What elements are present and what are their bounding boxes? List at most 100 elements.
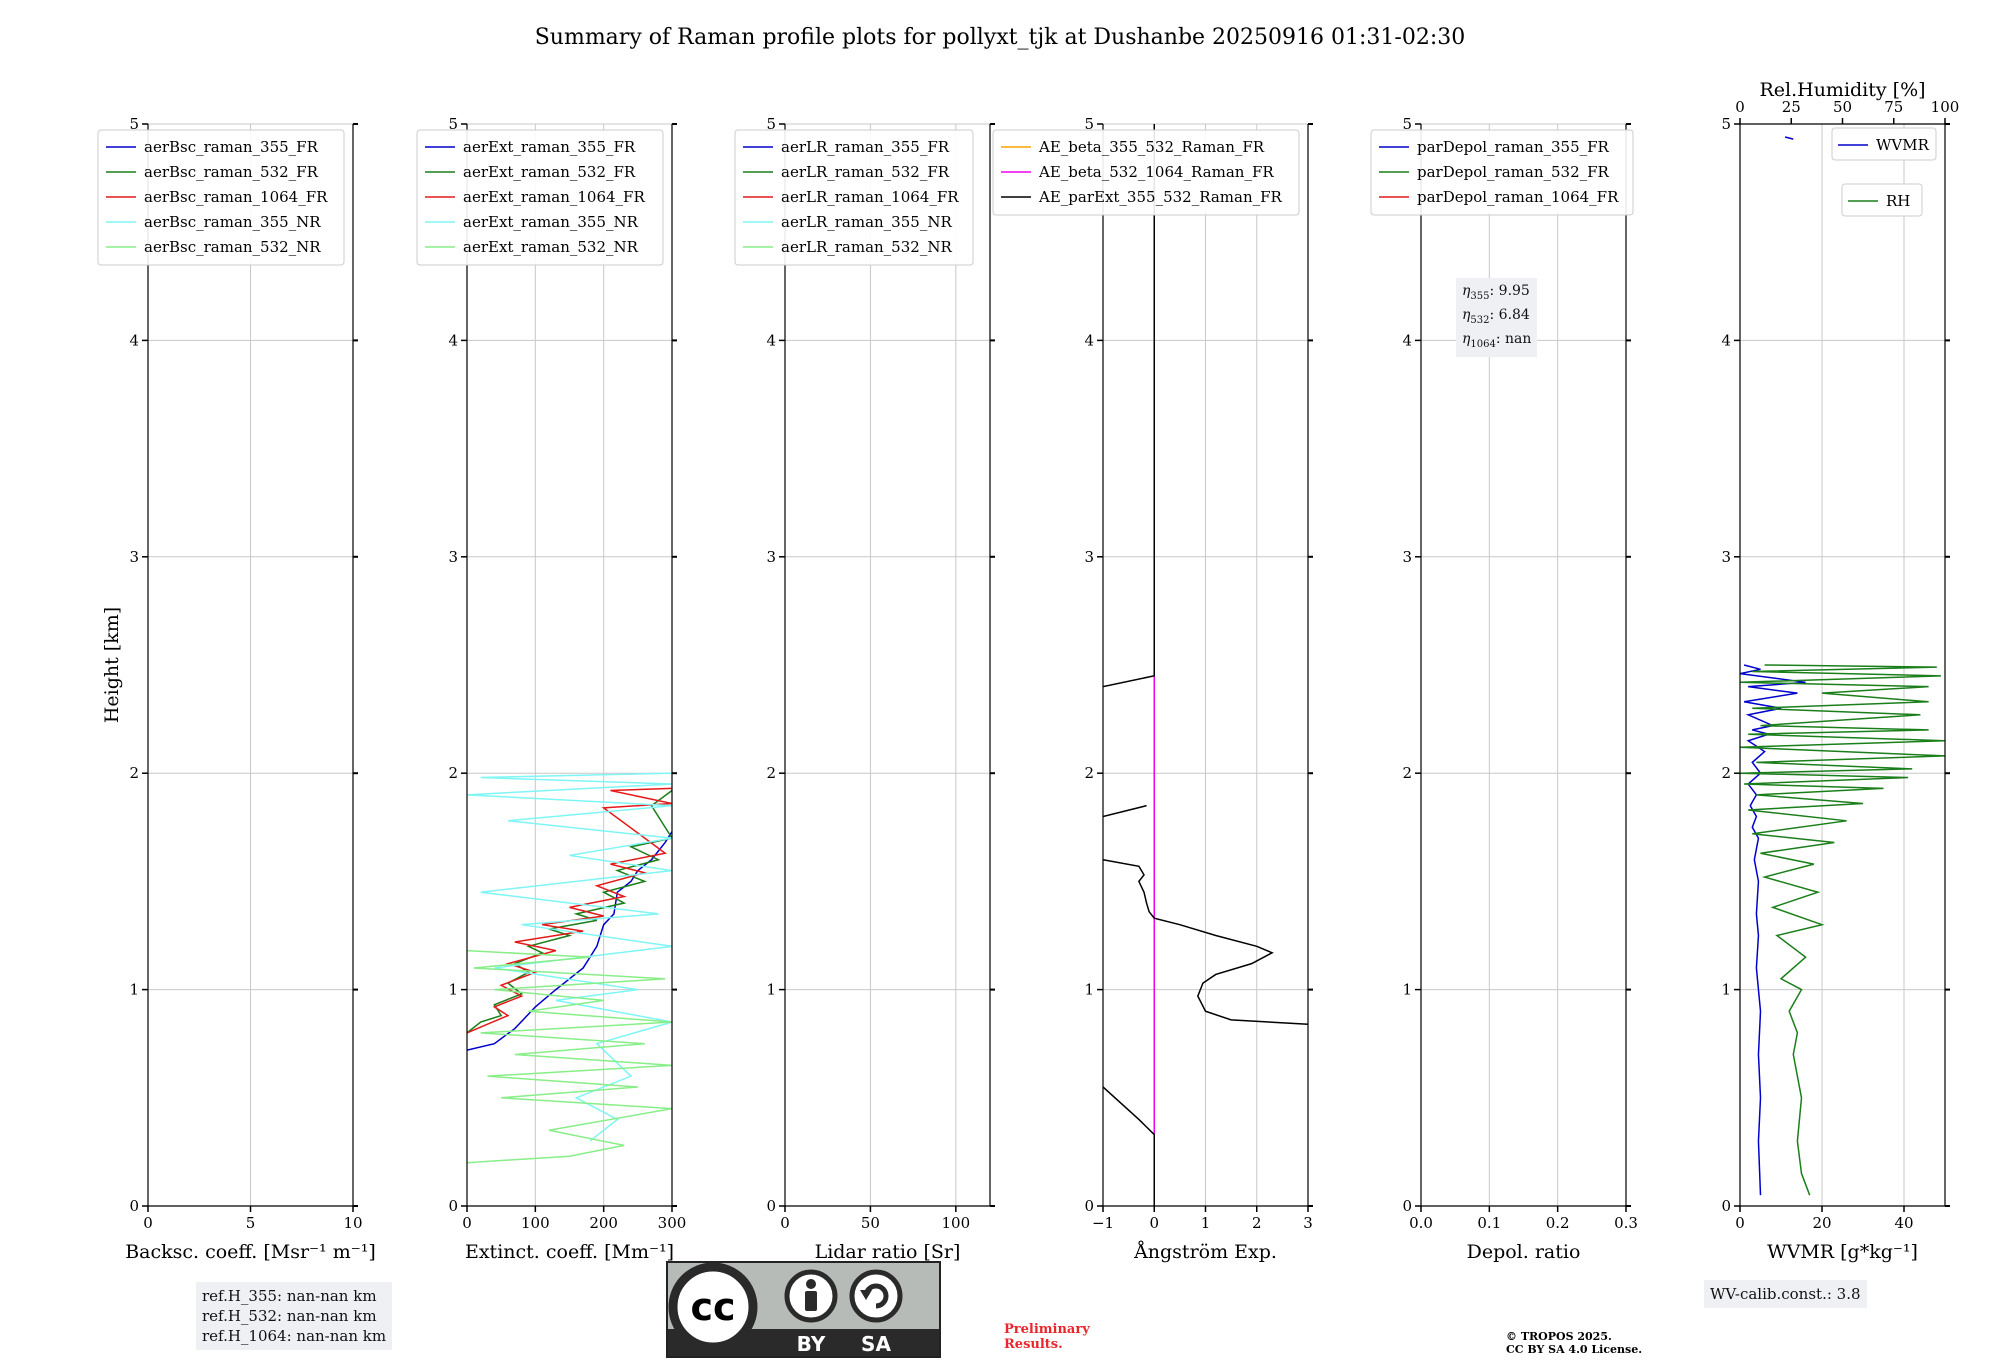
y-tick-label: 4 [1402,331,1412,349]
y-tick-label: 2 [1402,764,1412,782]
panel-bsc: 0 5 10 0 1 2 3 4 5 Backsc. coeff. [Msr⁻¹ m⁻¹] Heig… [97,115,376,1263]
x-axis-label: Ångström Exp. [1133,1241,1277,1263]
legend-entry: WVMR [1876,136,1930,154]
x-axis-label: Depol. ratio [1467,1241,1581,1263]
ref-h-355: ref.H_355: nan-nan km [202,1287,377,1305]
series-line-WVMR [1740,664,1806,1196]
series-line-aerExt_raman_355_FR [467,831,672,1051]
x-tick-label: 0 [780,1214,790,1232]
series-line-RH [1740,664,1945,1196]
legend-entry: aerExt_raman_355_NR [463,213,639,231]
x-axis-label: WVMR [g*kg⁻¹] [1767,1241,1918,1263]
y-tick-label: 3 [448,548,458,566]
x-tick-label: 5 [246,1214,256,1232]
y-axis-label: Height [km] [101,607,123,723]
eta-1064: nan [1505,330,1532,347]
x-axis-label: Extinct. coeff. [Mm⁻¹] [465,1241,674,1263]
y-tick-label: 0 [1721,1197,1731,1215]
x-tick-label: 20 [1812,1214,1831,1232]
legend-entry: aerLR_raman_355_FR [781,138,950,156]
series-line-aerExt_raman_355_NR [467,772,672,1142]
y-tick-label: 3 [1721,548,1731,566]
ref-h-1064: ref.H_1064: nan-nan km [202,1327,387,1345]
y-tick-label: 4 [766,331,776,349]
y-tick-label: 5 [766,115,776,133]
y-tick-label: 4 [448,331,458,349]
x-tick-label: 200 [589,1214,618,1232]
y-tick-label: 0 [448,1197,458,1215]
legend-box [97,129,345,266]
legend-entry: AE_parExt_355_532_Raman_FR [1038,188,1283,206]
x-tick-label: 2 [1252,1214,1262,1232]
legend-box [734,129,974,266]
x-axis-label: Backsc. coeff. [Msr⁻¹ m⁻¹] [125,1241,376,1263]
x-tick-label: 0.1 [1477,1214,1501,1232]
y-tick-label: 3 [1084,548,1094,566]
sa-share-icon [849,1269,903,1323]
y-tick-label: 5 [1721,115,1731,133]
y-tick-label: 2 [1721,764,1731,782]
y-tick-label: 2 [1084,764,1094,782]
y-tick-label: 1 [129,981,139,999]
y-tick-label: 3 [1402,548,1412,566]
top-x-axis-label: Rel.Humidity [%] [1759,79,1925,101]
panel-wv: 0 20 40 0 1 2 3 4 5 WVMR [g*kg⁻¹] 0 25 50 75 100 Rel.Hu… [1721,79,1959,1263]
x-tick-label: −1 [1092,1214,1114,1232]
x-tick-label: 0.0 [1409,1214,1433,1232]
y-tick-label: 2 [448,764,458,782]
legend-entry: aerLR_raman_355_NR [781,213,952,231]
top-x-tick-label: 0 [1735,98,1745,116]
legend-box [992,129,1300,216]
legend-entry: aerBsc_raman_1064_FR [144,188,328,206]
y-tick-label: 0 [1084,1197,1094,1215]
svg-text:cc: cc [690,1285,735,1329]
top-x-tick-label: 75 [1884,98,1903,116]
top-x-tick-label: 25 [1782,98,1801,116]
figure-title: Summary of Raman profile plots for polly… [535,25,1466,50]
ref-height-box: ref.H_355: nan-nan km ref.H_532: nan-nan… [196,1282,393,1350]
y-tick-label: 4 [1084,331,1094,349]
legend-entry: aerExt_raman_1064_FR [463,188,645,206]
y-tick-label: 3 [766,548,776,566]
svg-text:SA: SA [861,1332,891,1356]
legend-entry: parDepol_raman_532_FR [1417,163,1610,181]
x-tick-label: 1 [1201,1214,1211,1232]
legend-entry: parDepol_raman_1064_FR [1417,188,1619,206]
x-tick-label: 50 [861,1214,880,1232]
legend-entry: aerLR_raman_532_NR [781,238,952,256]
series-line-RH_top [1784,136,1794,140]
x-axis-label: Lidar ratio [Sr] [815,1241,961,1263]
x-tick-label: 3 [1303,1214,1313,1232]
y-tick-label: 4 [1721,331,1731,349]
legend-entry: aerBsc_raman_532_NR [144,238,321,256]
y-tick-label: 5 [1084,115,1094,133]
y-tick-label: 1 [448,981,458,999]
top-x-tick-label: 100 [1931,98,1960,116]
y-tick-label: 0 [1402,1197,1412,1215]
x-tick-label: 40 [1894,1214,1913,1232]
legend-entry: aerBsc_raman_532_FR [144,163,319,181]
x-tick-label: 300 [658,1214,687,1232]
x-tick-label: 10 [343,1214,362,1232]
x-tick-label: 0.3 [1614,1214,1638,1232]
x-tick-label: 100 [521,1214,550,1232]
legend-box [1370,129,1634,216]
legend-entry: RH [1886,192,1910,210]
eta-532: 6.84 [1498,306,1530,323]
legend-entry: aerLR_raman_532_FR [781,163,950,181]
x-tick-label: 100 [942,1214,971,1232]
panel-lr: 0 50 100 0 1 2 3 4 5 Lidar ratio [Sr] aerLR_raman_… [734,115,995,1263]
eta-box: η355: 9.95 η532: 6.84 η1064: nan [1456,278,1538,358]
series-line-AE_parExt_355_532_Raman_FR [1103,859,1308,1025]
series-line-aerExt_raman_532_NR [467,949,672,1164]
y-tick-label: 1 [1721,981,1731,999]
y-tick-label: 0 [129,1197,139,1215]
x-tick-label: 0 [143,1214,153,1232]
copyright-notice: © TROPOS 2025. CC BY SA 4.0 License. [1506,1330,1643,1356]
preliminary-results: Preliminary Results. [1004,1322,1090,1352]
cc-license-badge: cc BY SA [666,1261,941,1358]
y-tick-label: 2 [129,764,139,782]
